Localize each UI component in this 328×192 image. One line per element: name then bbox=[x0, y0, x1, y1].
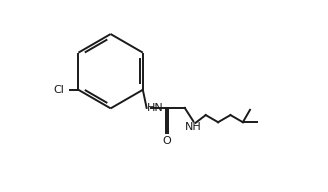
Text: Cl: Cl bbox=[53, 85, 64, 95]
Text: O: O bbox=[162, 136, 171, 146]
Text: NH: NH bbox=[185, 122, 202, 132]
Text: HN: HN bbox=[147, 103, 163, 113]
